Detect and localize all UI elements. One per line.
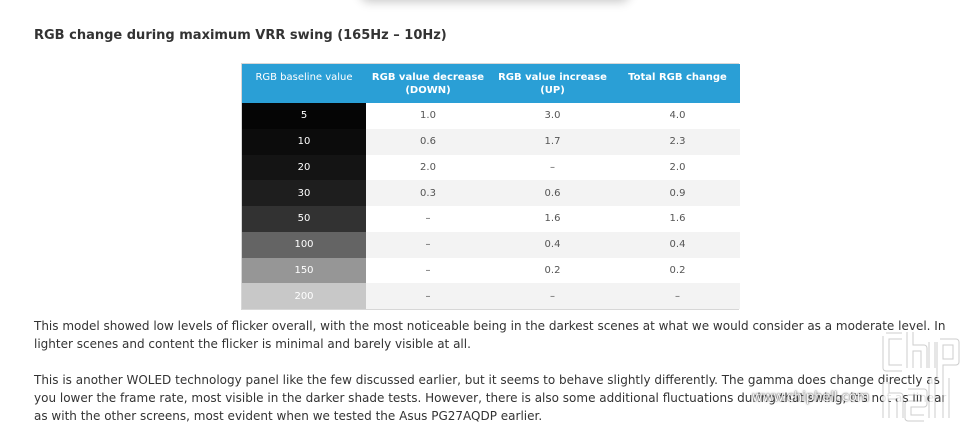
baseline-cell: 30	[242, 180, 366, 206]
increase-cell: 0.2	[490, 257, 615, 284]
header-decrease: RGB value decrease (DOWN)	[366, 64, 490, 103]
table-row: 30 0.3 0.6 0.9	[242, 180, 740, 206]
header-increase-line2: (UP)	[540, 85, 565, 96]
total-cell: 1.6	[615, 206, 740, 232]
baseline-cell: 20	[242, 154, 366, 181]
increase-cell: 0.4	[490, 231, 615, 258]
increase-cell: 0.6	[490, 180, 615, 206]
watermark-url: www.chiphell.com	[752, 390, 870, 405]
header-decrease-line1: RGB value decrease	[371, 72, 485, 83]
header-increase: RGB value increase (UP)	[490, 64, 615, 103]
table-row: 150 – 0.2 0.2	[242, 257, 740, 284]
body-paragraph-2: This is another WOLED technology panel l…	[34, 373, 947, 423]
decrease-cell: 1.0	[366, 103, 490, 129]
decrease-cell: –	[366, 283, 490, 309]
table-header-row: RGB baseline value RGB value decrease (D…	[242, 64, 740, 103]
total-cell: 0.9	[615, 180, 740, 206]
decrease-cell: –	[366, 257, 490, 284]
table-heading: RGB change during maximum VRR swing (165…	[34, 28, 447, 43]
body-paragraph-1: This model showed low levels of flicker …	[34, 319, 946, 351]
total-cell: 2.0	[615, 154, 740, 181]
total-cell: 0.4	[615, 231, 740, 258]
rgb-change-table: RGB baseline value RGB value decrease (D…	[241, 63, 740, 310]
baseline-cell: 150	[242, 257, 366, 284]
table-row: 5 1.0 3.0 4.0	[242, 103, 740, 129]
increase-cell: 1.7	[490, 128, 615, 155]
increase-cell: –	[490, 154, 615, 181]
table-row: 100 – 0.4 0.4	[242, 231, 740, 258]
header-decrease-line2: (DOWN)	[405, 85, 451, 96]
baseline-cell: 5	[242, 103, 366, 129]
increase-cell: –	[490, 283, 615, 309]
header-total: Total RGB change	[615, 64, 740, 103]
increase-cell: 3.0	[490, 103, 615, 129]
chiphell-logo-icon	[882, 332, 960, 422]
baseline-cell: 100	[242, 231, 366, 258]
total-cell: 0.2	[615, 257, 740, 284]
table-row: 20 2.0 – 2.0	[242, 154, 740, 181]
total-cell: 4.0	[615, 103, 740, 129]
decrease-cell: 0.3	[366, 180, 490, 206]
total-cell: –	[615, 283, 740, 309]
increase-cell: 1.6	[490, 206, 615, 232]
decrease-cell: –	[366, 231, 490, 258]
baseline-cell: 10	[242, 128, 366, 155]
total-cell: 2.3	[615, 128, 740, 155]
table-row: 50 – 1.6 1.6	[242, 206, 740, 232]
decrease-cell: 2.0	[366, 154, 490, 181]
header-increase-line1: RGB value increase	[498, 72, 607, 83]
baseline-cell: 200	[242, 283, 366, 309]
baseline-cell: 50	[242, 206, 366, 232]
header-baseline: RGB baseline value	[242, 64, 366, 103]
decrease-cell: 0.6	[366, 128, 490, 155]
table-row: 10 0.6 1.7 2.3	[242, 128, 740, 155]
decrease-cell: –	[366, 206, 490, 232]
table-row: 200 – – –	[242, 283, 740, 309]
